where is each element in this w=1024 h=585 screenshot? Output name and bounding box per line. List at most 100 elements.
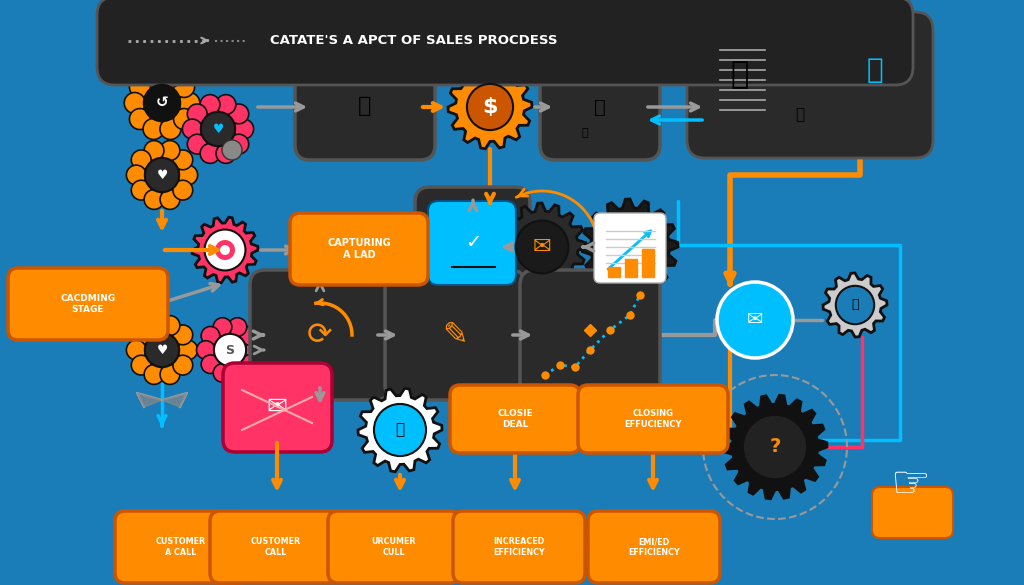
Circle shape [213,318,231,336]
Circle shape [516,221,568,273]
Text: CUSTOMER
CALL: CUSTOMER CALL [251,537,301,557]
Circle shape [836,286,874,324]
Text: CACDMING
STAGE: CACDMING STAGE [60,294,116,314]
Circle shape [173,355,193,375]
Circle shape [215,240,234,260]
FancyBboxPatch shape [540,52,660,160]
FancyBboxPatch shape [428,201,516,285]
FancyBboxPatch shape [520,270,660,400]
Bar [642,249,654,277]
Circle shape [374,404,426,456]
Text: 📱: 📱 [796,108,805,122]
Circle shape [173,180,193,200]
Polygon shape [137,393,162,407]
Circle shape [214,334,246,366]
Text: CLOSING
EFFUCIENCY: CLOSING EFFUCIENCY [625,410,682,429]
FancyBboxPatch shape [687,12,933,158]
Circle shape [179,92,200,113]
FancyBboxPatch shape [453,511,585,583]
Text: URCUMER
CULL: URCUMER CULL [372,537,416,557]
Circle shape [197,340,215,359]
Text: ↺: ↺ [156,95,168,111]
Circle shape [228,318,247,336]
Polygon shape [449,66,532,149]
Polygon shape [823,273,887,337]
Polygon shape [582,199,678,295]
Circle shape [160,316,180,335]
Polygon shape [193,217,258,283]
Circle shape [174,109,195,129]
Text: $: $ [482,97,498,117]
Circle shape [126,340,146,360]
Circle shape [228,364,247,382]
Circle shape [200,143,220,163]
Circle shape [124,92,145,113]
Circle shape [717,282,793,358]
Polygon shape [498,203,586,291]
Circle shape [131,180,152,200]
Circle shape [131,150,152,170]
FancyBboxPatch shape [250,270,390,400]
FancyBboxPatch shape [578,385,728,453]
Circle shape [131,355,152,375]
FancyBboxPatch shape [8,268,168,340]
Circle shape [160,67,181,88]
Circle shape [200,95,220,115]
Circle shape [187,134,207,154]
FancyBboxPatch shape [115,511,247,583]
Circle shape [182,119,202,139]
FancyBboxPatch shape [385,270,525,400]
Circle shape [245,340,263,359]
Circle shape [229,104,249,124]
Text: 💻: 💻 [358,96,372,116]
Text: ✉: ✉ [532,237,551,257]
Circle shape [229,134,249,154]
Circle shape [201,112,236,146]
Circle shape [144,158,179,192]
Circle shape [144,140,164,160]
Text: 📄: 📄 [594,98,606,116]
Circle shape [209,234,241,266]
Circle shape [241,355,259,373]
Text: S: S [225,343,234,356]
FancyBboxPatch shape [290,213,428,285]
Circle shape [222,140,242,160]
Circle shape [160,140,180,160]
Circle shape [144,333,179,367]
Text: ?: ? [769,438,780,456]
Text: ♥: ♥ [212,122,223,136]
FancyBboxPatch shape [295,52,435,160]
Circle shape [143,119,164,139]
Circle shape [216,143,236,163]
Text: ✓: ✓ [465,232,481,252]
Polygon shape [723,395,827,499]
Polygon shape [358,388,442,472]
Circle shape [129,77,151,98]
Circle shape [241,326,259,345]
Text: ♥: ♥ [157,168,168,181]
Text: CATATE'S A APCT OF SALES PROCDESS: CATATE'S A APCT OF SALES PROCDESS [270,34,557,47]
Circle shape [160,190,180,209]
Circle shape [467,84,513,130]
Circle shape [143,85,180,121]
Text: ♥: ♥ [157,343,168,356]
Circle shape [131,325,152,345]
Bar [608,267,620,277]
Text: 💡: 💡 [866,56,884,84]
Circle shape [213,364,231,382]
FancyBboxPatch shape [415,187,530,295]
Text: CLOSIE
DEAL: CLOSIE DEAL [497,410,532,429]
Circle shape [205,229,246,270]
Circle shape [178,340,198,360]
FancyBboxPatch shape [594,213,666,283]
Bar [625,259,637,277]
FancyBboxPatch shape [223,363,332,452]
Text: CUSTOMER
A CALL: CUSTOMER A CALL [156,537,206,557]
Circle shape [126,165,146,185]
Text: ⟳: ⟳ [307,321,333,349]
Text: 📱: 📱 [582,128,589,138]
Circle shape [173,150,193,170]
FancyBboxPatch shape [588,511,720,583]
Circle shape [600,217,659,277]
Circle shape [160,119,181,139]
